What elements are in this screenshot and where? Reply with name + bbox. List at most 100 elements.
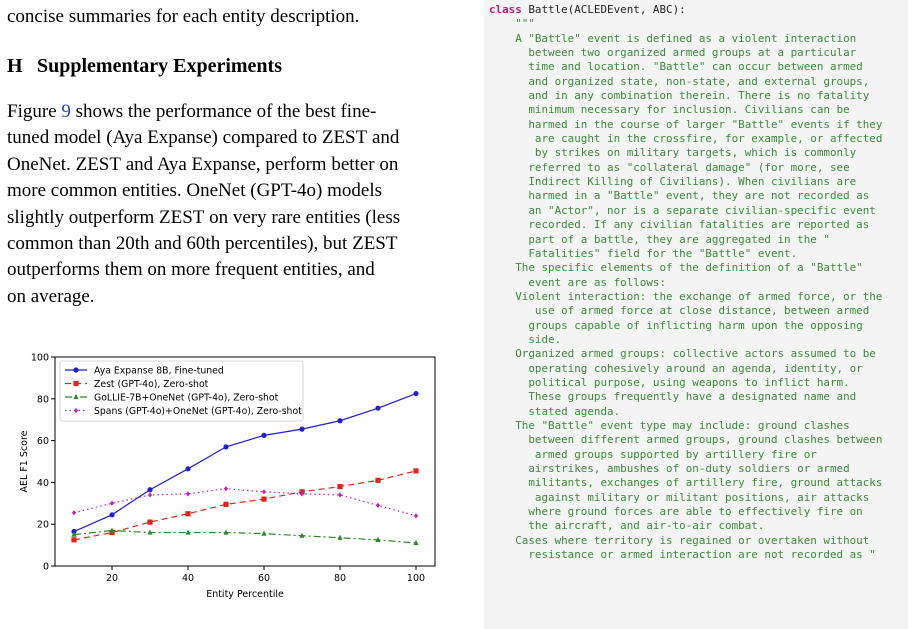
data-point bbox=[299, 426, 305, 432]
code-line: recorded. If any civilian fatalities are… bbox=[489, 218, 870, 232]
code-line: event are as follows: bbox=[489, 275, 667, 289]
code-line: side. bbox=[489, 332, 562, 346]
data-point bbox=[261, 496, 267, 502]
code-line: between different armed groups, ground c… bbox=[489, 433, 883, 447]
section-number: H bbox=[7, 55, 23, 77]
code-line: part of a battle, they are aggregated in… bbox=[489, 232, 830, 246]
data-point bbox=[261, 432, 267, 438]
body-line: more common entities. OneNet (GPT-4o) mo… bbox=[7, 178, 400, 204]
line-chart: 0 20 40 60 80 100 20 40 60 80 100 Entity Percentile… bbox=[19, 353, 436, 600]
figure-link[interactable]: 9 bbox=[61, 101, 71, 122]
code-line: and organized state, non-state, and exte… bbox=[489, 74, 870, 88]
body-line: outperforms them on more frequent entiti… bbox=[7, 257, 400, 283]
y-tick-label: 20 bbox=[37, 520, 49, 531]
small-caps-text: EST bbox=[333, 127, 368, 149]
data-point bbox=[71, 537, 77, 543]
body-text: more common entities. OneNet (GPT-4o) mo… bbox=[7, 180, 383, 202]
code-line: where ground forces are able to effectiv… bbox=[489, 505, 863, 519]
code-line: The specific elements of the definition … bbox=[489, 261, 863, 275]
y-tick-label: 60 bbox=[37, 436, 49, 447]
body-line: Figure 9 shows the performance of the be… bbox=[7, 99, 400, 125]
body-line: OneNet. ZEST and Aya Expanse, perform be… bbox=[7, 152, 400, 178]
code-line: stated agenda. bbox=[489, 404, 621, 418]
code-keyword: class bbox=[489, 3, 522, 16]
x-tick-label: 40 bbox=[182, 573, 194, 584]
data-point bbox=[147, 519, 153, 525]
legend-marker bbox=[73, 407, 79, 414]
body-text: on average. bbox=[7, 285, 95, 307]
code-line: A "Battle" event is defined as a violent… bbox=[489, 31, 857, 45]
code-line: an "Actor", nor is a separate civilian-s… bbox=[489, 203, 876, 217]
code-line: groups capable of inflicting harm upon t… bbox=[489, 318, 863, 332]
y-tick-label: 100 bbox=[31, 353, 49, 364]
series-line bbox=[73, 488, 417, 517]
body-text: and Aya Expanse, perform better on bbox=[120, 153, 399, 175]
legend-entry: Zest (GPT-4o), Zero-shot bbox=[94, 379, 209, 390]
code-line: armed groups supported by artillery fire… bbox=[489, 447, 817, 461]
y-tick-label: 40 bbox=[37, 478, 49, 489]
data-point bbox=[223, 529, 229, 535]
data-point bbox=[375, 477, 381, 483]
section-title: Supplementary Experiments bbox=[37, 55, 282, 77]
body-text: on very rare entities (less bbox=[204, 206, 401, 228]
code-signature: Battle(ACLEDEvent, ABC): bbox=[521, 3, 686, 16]
legend-marker bbox=[73, 380, 79, 387]
data-point bbox=[413, 390, 419, 397]
body-text: Figure bbox=[7, 101, 62, 122]
x-tick-label: 100 bbox=[407, 573, 425, 584]
body-paragraph: Figure 9 shows the performance of the be… bbox=[7, 99, 400, 310]
code-line: harmed in the course of larger "Battle" … bbox=[489, 117, 883, 131]
body-text: common than 20th and 60th percentiles), … bbox=[7, 233, 364, 255]
code-line: time and location. "Battle" can occur be… bbox=[489, 60, 863, 74]
code-line: the aircraft, and air-to-air combat. bbox=[489, 519, 765, 533]
code-line: The "Battle" event type may include: gro… bbox=[489, 418, 850, 432]
data-point bbox=[223, 486, 229, 492]
y-axis-label: AEL F1 Score bbox=[19, 430, 30, 492]
small-caps-text: EST bbox=[170, 206, 205, 228]
code-line: are caught in the crossfire, for example… bbox=[489, 132, 883, 146]
data-point bbox=[223, 444, 229, 450]
code-line: Violent interaction: the exchange of arm… bbox=[489, 289, 883, 303]
body-line: on average. bbox=[7, 284, 400, 310]
body-text: OneNet. Z bbox=[7, 153, 88, 175]
legend-entry: Aya Expanse 8B, Fine-tuned bbox=[94, 365, 224, 376]
data-point bbox=[185, 511, 191, 517]
body-text: shows the performance of the best fine- bbox=[70, 101, 377, 122]
data-point bbox=[299, 532, 305, 538]
legend-entry: GoLLIE-7B+OneNet (GPT-4o), Zero-shot bbox=[94, 392, 279, 403]
x-tick-label: 60 bbox=[258, 573, 270, 584]
data-point bbox=[337, 483, 343, 490]
series-line bbox=[73, 529, 417, 544]
paragraph-end: concise summaries for each entity descri… bbox=[7, 6, 360, 27]
small-caps-text: EST bbox=[363, 233, 398, 255]
code-line: harmed in a "Battle" event, they are not… bbox=[489, 189, 870, 203]
code-listing: class Battle(ACLEDEvent, ABC): """ A "Ba… bbox=[489, 3, 882, 562]
data-point bbox=[71, 531, 77, 537]
series-line bbox=[73, 470, 417, 541]
data-point bbox=[185, 466, 191, 472]
code-line: """ bbox=[489, 17, 535, 31]
data-point bbox=[337, 534, 343, 540]
body-text: outperforms them on more frequent entiti… bbox=[7, 259, 375, 281]
code-line: Organized armed groups: collective actor… bbox=[489, 347, 876, 361]
code-line: These groups frequently have a designate… bbox=[489, 390, 857, 404]
data-point bbox=[185, 529, 191, 535]
code-line: airstrikes, ambushes of on-duty soldiers… bbox=[489, 462, 850, 475]
code-line: political purpose, using weapons to infl… bbox=[489, 375, 850, 389]
data-point bbox=[71, 528, 77, 535]
code-line: minimum necessary for inclusion. Civilia… bbox=[489, 103, 850, 117]
legend-box bbox=[59, 360, 304, 422]
data-point bbox=[337, 418, 343, 424]
data-point bbox=[413, 539, 419, 546]
data-point bbox=[223, 501, 229, 507]
data-point bbox=[375, 536, 381, 542]
code-line: resistance or armed interaction are not … bbox=[489, 548, 876, 562]
code-line: against military or militant positions, … bbox=[489, 490, 870, 504]
code-line: between two organized armed groups at a … bbox=[489, 46, 857, 60]
code-line: Fatalities" field for the "Battle" event… bbox=[489, 246, 798, 260]
y-tick-label: 0 bbox=[43, 562, 49, 573]
data-point bbox=[109, 527, 115, 533]
data-point bbox=[261, 530, 267, 536]
legend-entry: Spans (GPT-4o)+OneNet (GPT-4o), Zero-sho… bbox=[94, 406, 302, 417]
section-heading: H Supplementary Experiments bbox=[7, 55, 282, 78]
